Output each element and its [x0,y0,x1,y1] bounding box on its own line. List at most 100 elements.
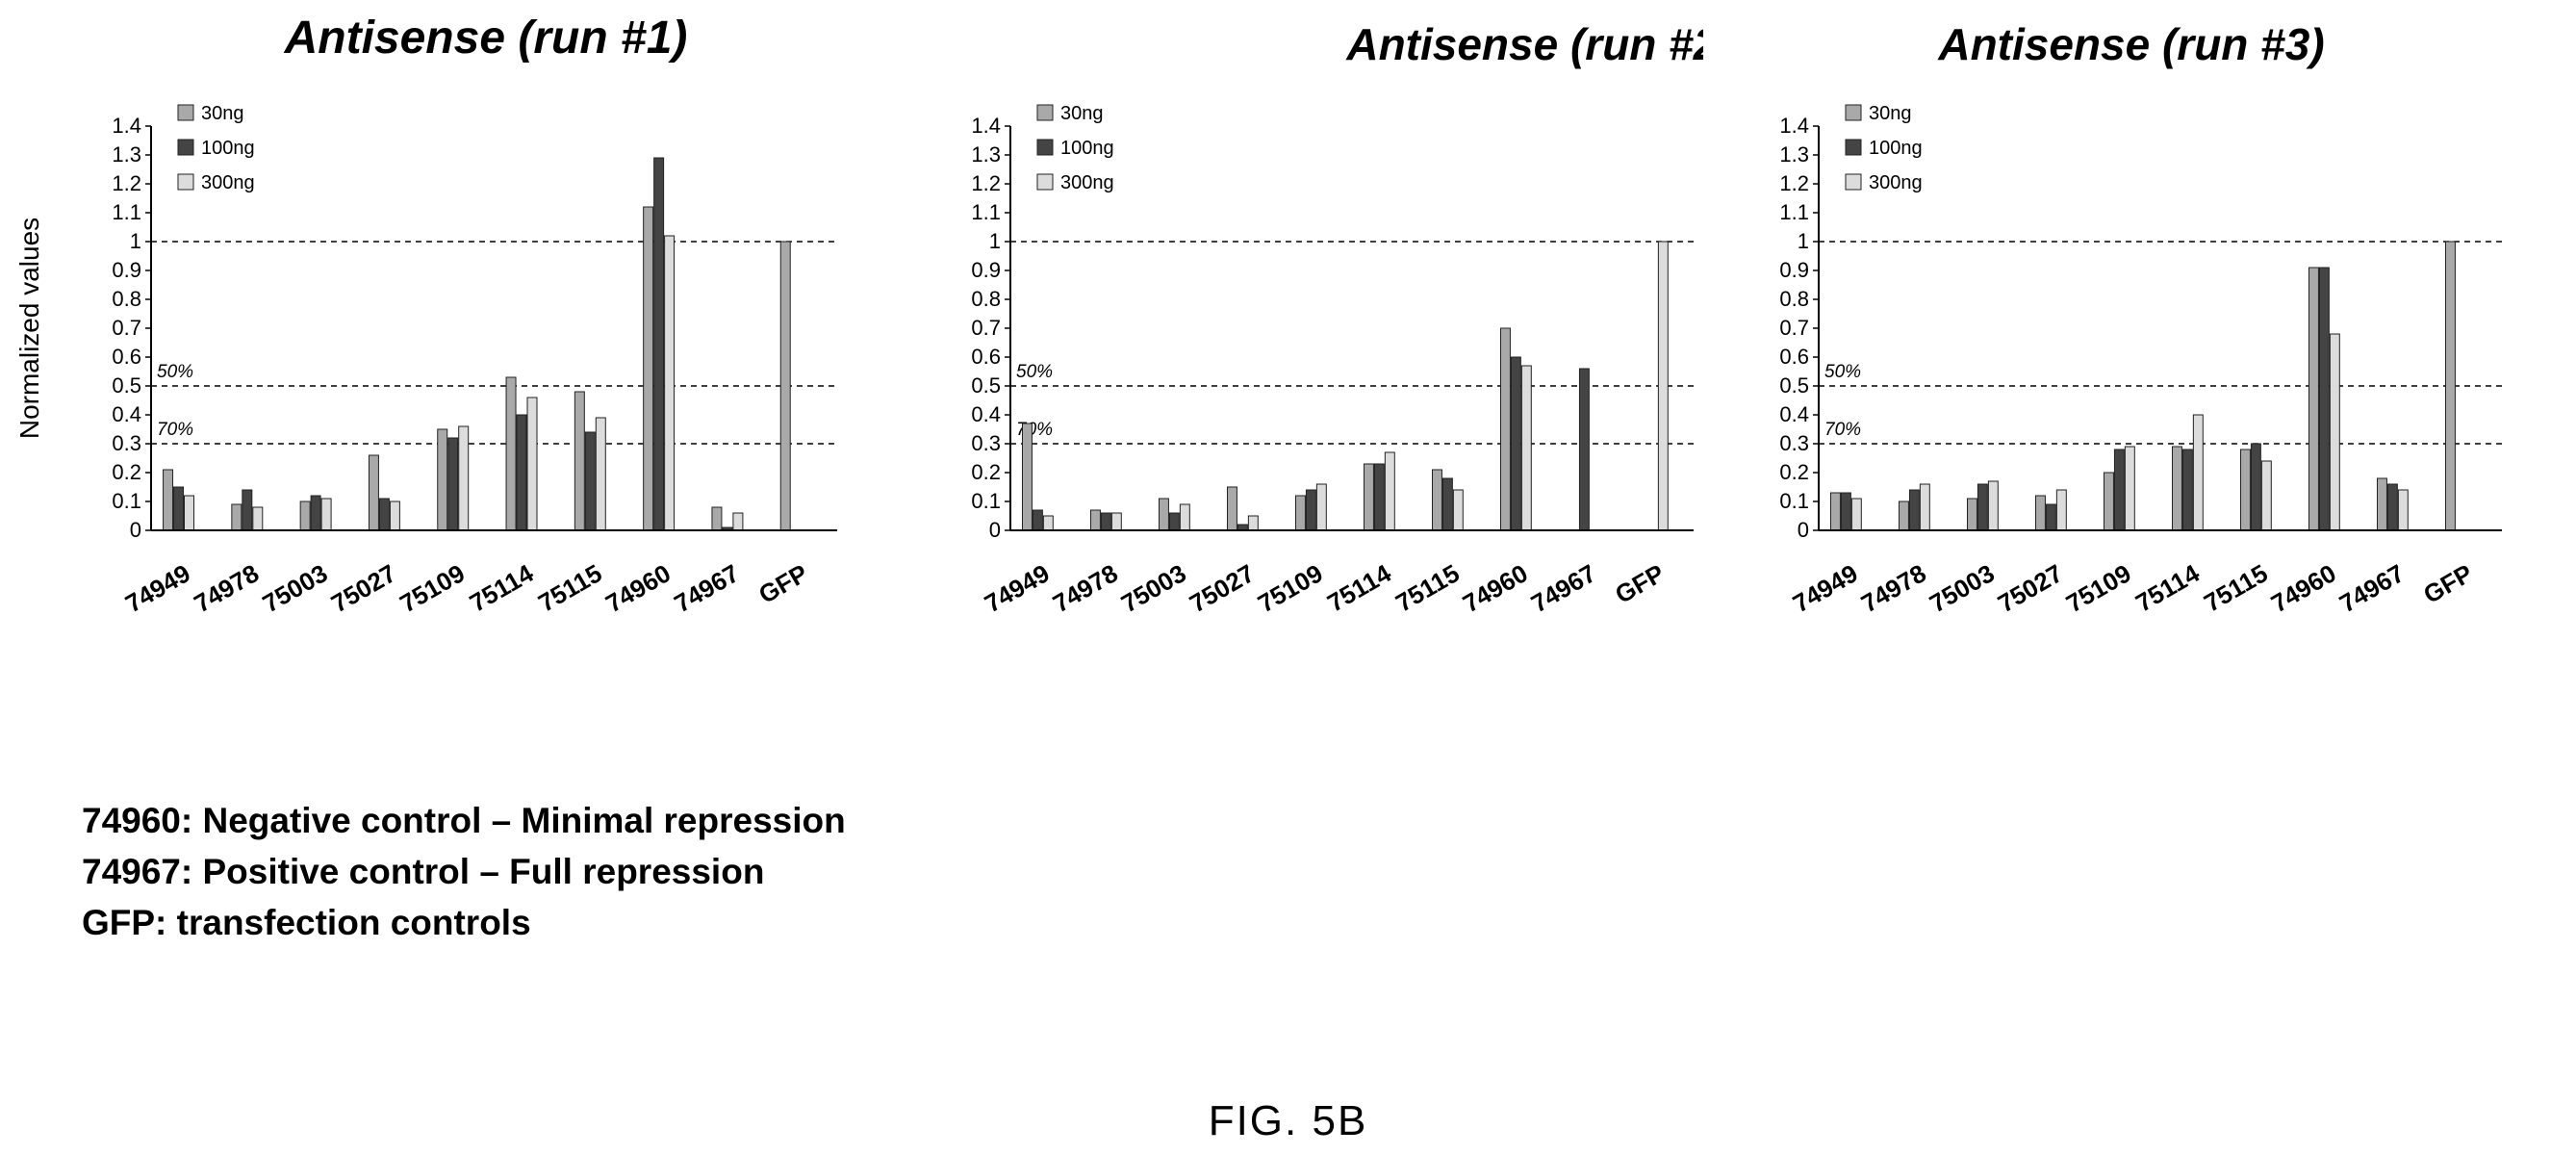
y-tick-label: 0.2 [971,460,1001,484]
bar [505,376,517,531]
bar [1021,423,1033,531]
bar [595,417,606,531]
bar [2181,449,2193,531]
note-positive-control: 74967: Positive control – Full repressio… [82,852,765,891]
legend-label: 300ng [1869,172,1923,193]
bar [1977,483,1988,531]
bar [1919,483,1930,531]
x-tick-label: 75114 [1322,558,1396,618]
bar [184,495,194,531]
bar [2239,449,2251,531]
y-tick-label: 1.3 [971,142,1001,167]
y-tick-label: 0.1 [971,489,1001,513]
bar [1452,489,1464,531]
bar [1966,498,1977,531]
bar [2376,477,2387,531]
y-tick-label: 0.7 [971,316,1001,340]
bar [2055,489,2067,531]
bar [1247,515,1259,531]
x-tick-label: GFP [753,558,812,609]
y-tick-label: 1.1 [1779,200,1809,224]
reference-line-label: 50% [157,362,193,382]
reference-line-label: 70% [1016,420,1053,440]
y-tick-label: 1.4 [112,114,141,138]
x-tick-label: 75003 [1925,558,2000,618]
bar [2103,472,2114,531]
note-gfp-control: GFP: transfection controls [82,903,531,942]
y-tick-label: 1.4 [971,114,1001,138]
bar [516,414,527,531]
y-tick-label: 0.9 [1779,258,1809,282]
bar [1840,492,1851,531]
bar [1431,469,1442,531]
legend-label: 300ng [201,172,255,193]
bar [2034,495,2046,531]
y-tick-label: 1 [1798,229,1809,253]
y-tick-label: 0.8 [971,287,1001,311]
bar [1987,480,1999,531]
bar [2113,449,2125,531]
x-tick-label: 74949 [980,558,1055,618]
chart-svg: Antisense (run #2) 0 0.1 0.2 0.3 0.4 0.5 0.6 0.7… [971,19,1703,618]
x-tick-label: 74978 [1048,558,1123,618]
chart-title: Antisense (run #3) [1937,19,2324,69]
bar [1294,495,1306,531]
legend-swatch [1036,139,1054,156]
y-tick-label: 1 [989,229,1001,253]
legend-label: 30ng [201,103,244,124]
bar [389,500,400,531]
reference-line-label: 50% [1824,362,1861,382]
legend-label: 100ng [1869,138,1923,159]
chart-svg: Antisense (run #3) 0 0.1 0.2 0.3 0.4 0.5 0.6 0.7… [1779,19,2502,618]
y-tick-label: 0.4 [1779,402,1809,426]
bar [1520,365,1532,531]
bar [1908,489,1920,531]
y-tick-label: 1.2 [112,171,141,195]
x-tick-label: 75027 [1993,558,2068,618]
bar [1226,486,1237,531]
x-tick-label: 75109 [2061,558,2136,618]
bar [2124,446,2135,531]
bar [231,503,242,531]
y-tick-label: 1.3 [1779,142,1809,167]
bar [711,506,723,531]
x-tick-label: 75109 [395,558,470,618]
note-negative-control: 74960: Negative control – Minimal repres… [82,801,846,840]
x-tick-label: GFP [2418,558,2477,609]
legend-swatch [1845,139,1862,156]
x-tick-label: 75115 [533,558,606,617]
bar [368,454,379,531]
y-tick-label: 0.5 [971,373,1001,398]
bar [1441,477,1453,531]
bar [664,235,676,531]
bar [2318,267,2330,531]
y-tick-label: 0.6 [971,345,1001,369]
y-tick-label: 1.2 [971,171,1001,195]
x-tick-label: 75027 [1185,558,1260,618]
x-tick-label: 75003 [1116,558,1191,618]
y-tick-label: 1 [130,229,141,253]
chart-title: Antisense (run #1) [284,13,688,64]
legend-swatch [1845,104,1862,121]
x-tick-label: 74960 [1458,558,1533,618]
bar [1158,498,1169,531]
x-tick-label: 75003 [258,558,333,618]
reference-line-label: 50% [1016,362,1053,382]
reference-line-label: 70% [1824,420,1861,440]
bar [1100,512,1111,531]
bar [526,397,538,531]
chart-panel-run-2: Antisense (run #2) 0 0.1 0.2 0.3 0.4 0.5 0.6 0.7… [856,0,1703,732]
y-tick-label: 0.9 [971,258,1001,282]
bar [643,206,654,531]
legend-swatch [1036,104,1054,121]
bar [1384,451,1395,531]
bar [1510,356,1521,531]
chart-panel-run-1: Antisense (run #1) Normalized values 0 0.1 0… [0,0,847,732]
y-tick-label: 0 [1798,518,1809,542]
x-tick-label: 75115 [1390,558,1464,617]
legend-label: 30ng [1060,103,1104,124]
y-tick-label: 1.2 [1779,171,1809,195]
bar [1089,509,1101,531]
bar [732,512,744,531]
y-tick-label: 1.1 [971,200,1001,224]
